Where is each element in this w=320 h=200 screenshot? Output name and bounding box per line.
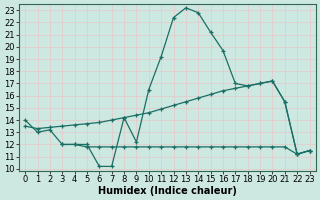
X-axis label: Humidex (Indice chaleur): Humidex (Indice chaleur) <box>98 186 237 196</box>
